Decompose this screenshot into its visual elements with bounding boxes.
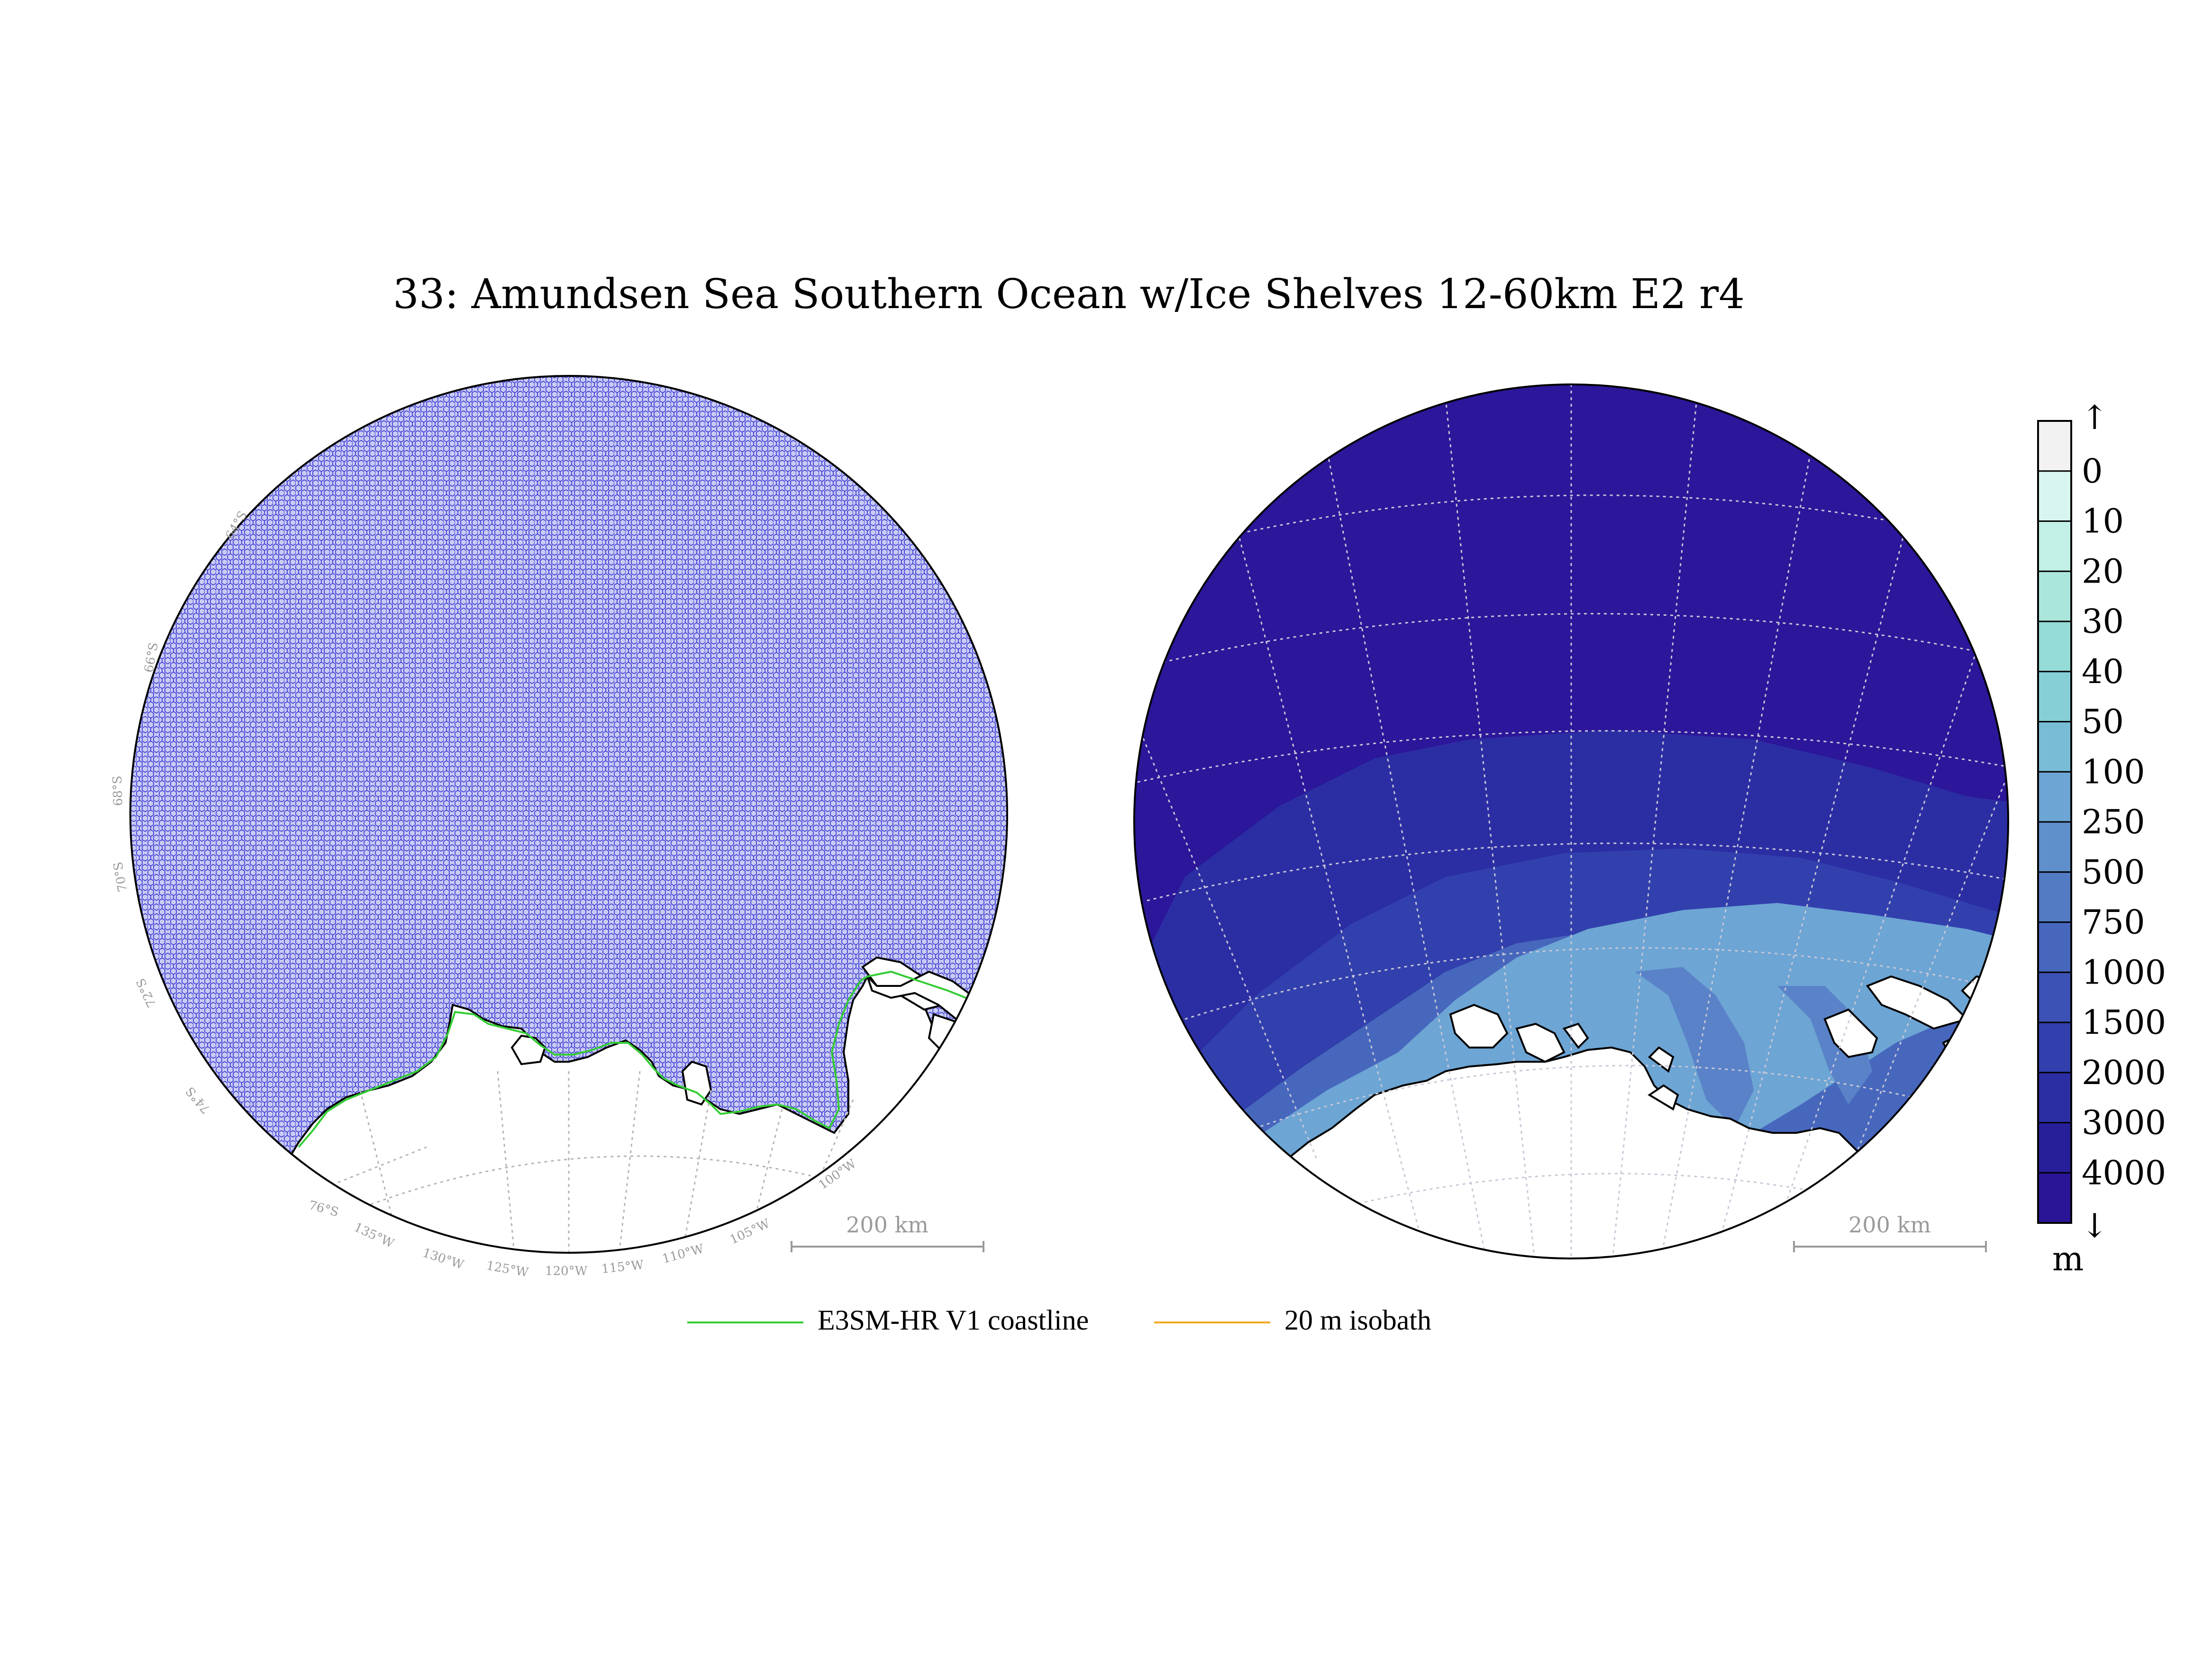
colorbar-segment [2038,1173,2071,1223]
left-map [130,376,1007,1253]
colorbar-segment [2038,972,2071,1023]
left-map-outline [129,375,1008,1254]
legend-label-isobath: 20 m isobath [1284,1304,1431,1336]
right-scalebar: 200 km [1793,1212,1987,1252]
colorbar-tick-label: 30 [2082,602,2124,641]
figure-title: 33: Amundsen Sea Southern Ocean w/Ice Sh… [393,271,1745,318]
e3sm-coastline [298,970,972,1148]
lat-label: 76°S [307,1198,340,1220]
lon-label: 115°W [601,1258,645,1276]
right-scalebar-label: 200 km [1848,1212,1931,1238]
colorbar-segment [2038,1072,2071,1123]
legend-label-coastline: E3SM-HR V1 coastline [818,1304,1089,1336]
left-scalebar-label: 200 km [846,1212,928,1238]
colorbar-segment [2038,471,2071,521]
shelf-trough [1635,967,1754,1128]
lon-label: 130°W [421,1246,466,1272]
right-map [1134,384,2008,1258]
lon-label: 125°W [485,1258,529,1280]
ice-shelf [1648,1084,1679,1111]
colorbar-tick-label: 1500 [2082,1003,2166,1042]
colorbar-segment [2038,421,2071,472]
colorbar-top-arrow: ↑ [2081,398,2109,437]
colorbar-tick-label: 750 [2082,903,2145,942]
colorbar-segment [2038,1122,2071,1173]
colorbar-tick-label: 500 [2082,853,2145,892]
ice-shelf [1648,1046,1675,1073]
lon-label: 120°W [545,1264,588,1278]
right-map-outline [1133,383,2009,1259]
colorbar: 0 10 20 30 40 50 100 250 500 750 1000 1500 2000 3000 4… [2037,420,2166,1224]
lat-label: 68°S [110,775,126,806]
colorbar-segment [2038,922,2071,973]
colorbar-tick-label: 3000 [2082,1103,2166,1142]
colorbar-segment [2038,1022,2071,1073]
colorbar-tick-label: 100 [2082,752,2145,791]
lat-label: 72°S [134,976,159,1010]
lon-label: 110°W [661,1242,705,1267]
left-scalebar: 200 km [791,1212,984,1252]
lat-label: 74°S [183,1084,213,1116]
colorbar-segment [2038,772,2071,822]
ice-shelf [1823,1008,1878,1058]
colorbar-segment [2038,621,2071,672]
colorbar-segment [2038,521,2071,572]
island [681,1060,712,1106]
lon-label: 135°W [352,1220,396,1251]
colorbar-bottom-arrow: ↓ [2081,1206,2109,1245]
ice-shelf [1562,1022,1589,1049]
colorbar-segment [2038,822,2071,873]
colorbar-tick-label: 0 [2082,452,2103,491]
colorbar-tick-label: 250 [2082,802,2145,841]
colorbar-tick-label: 10 [2082,502,2124,541]
lat-label: 70°S [111,861,130,893]
colorbar-tick-label: 40 [2082,652,2124,691]
colorbar-segment [2038,721,2071,772]
colorbar-tick-label: 20 [2082,552,2124,591]
ice-shelf [1515,1022,1566,1063]
mesh-area [130,376,1007,1253]
colorbar-segment [2038,872,2071,922]
colorbar-unit: m [2052,1240,2084,1278]
colorbar-tick-label: 4000 [2082,1153,2166,1192]
ice-shelf [1449,1003,1509,1048]
colorbar-tick-label: 50 [2082,702,2124,741]
colorbar-segment [2038,571,2071,622]
colorbar-tick-label: 1000 [2082,953,2166,992]
colorbar-tick-label: 2000 [2082,1053,2166,1092]
colorbar-segment [2038,671,2071,722]
legend: E3SM-HR V1 coastline 20 m isobath [687,1304,1431,1336]
